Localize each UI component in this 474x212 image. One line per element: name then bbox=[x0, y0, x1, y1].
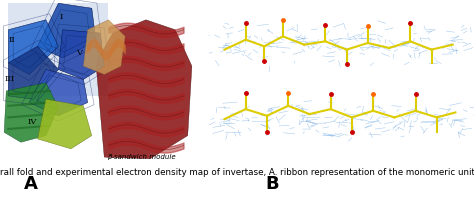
Polygon shape bbox=[9, 20, 58, 74]
Polygon shape bbox=[9, 46, 58, 99]
Polygon shape bbox=[37, 3, 96, 58]
Polygon shape bbox=[29, 70, 88, 116]
Text: II: II bbox=[8, 36, 15, 44]
Text: B: B bbox=[266, 176, 279, 193]
Text: III: III bbox=[5, 75, 15, 83]
Text: V: V bbox=[76, 49, 82, 57]
Text: A: A bbox=[24, 176, 38, 193]
Polygon shape bbox=[4, 83, 58, 142]
Text: I: I bbox=[60, 13, 63, 21]
Bar bbox=[209, 76, 474, 89]
Polygon shape bbox=[37, 99, 92, 149]
Polygon shape bbox=[96, 20, 192, 159]
Polygon shape bbox=[9, 3, 109, 96]
Text: IV: IV bbox=[27, 118, 37, 126]
Polygon shape bbox=[58, 30, 104, 79]
Text: β-sandwich module: β-sandwich module bbox=[108, 153, 176, 160]
Polygon shape bbox=[83, 20, 125, 74]
Text: rall fold and experimental electron density map of invertase, A. ribbon represen: rall fold and experimental electron dens… bbox=[0, 168, 474, 177]
